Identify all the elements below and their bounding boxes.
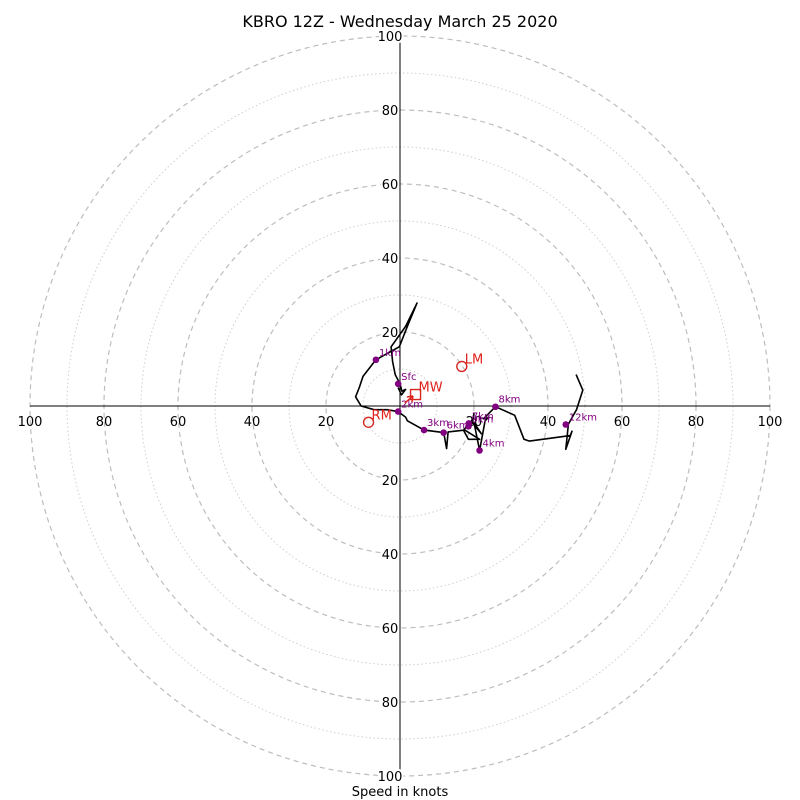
axes bbox=[30, 36, 770, 776]
y-tick-label: 100 bbox=[378, 30, 403, 45]
y-tick-label: 100 bbox=[378, 770, 403, 785]
x-tick-label: 80 bbox=[688, 415, 705, 430]
height-point-label: 9km bbox=[471, 414, 493, 425]
height-point-marker bbox=[492, 403, 499, 411]
height-point-label: 12km bbox=[569, 413, 597, 424]
height-point-marker bbox=[440, 429, 447, 436]
height-point-label: 7km bbox=[472, 411, 494, 422]
height-point-label: 8km bbox=[498, 395, 520, 406]
height-point-label: Sfc bbox=[401, 372, 416, 383]
hodograph-trace bbox=[354, 302, 584, 452]
height-point-marker bbox=[394, 380, 402, 388]
storm-motion-label: RM bbox=[372, 408, 392, 423]
height-point-marker bbox=[372, 356, 380, 364]
x-tick-label: 80 bbox=[96, 415, 113, 430]
storm-motion-marker bbox=[456, 360, 468, 373]
storm-motion-marker bbox=[362, 416, 375, 428]
y-tick-label: 60 bbox=[382, 622, 399, 637]
y-tick-label: 20 bbox=[382, 326, 399, 341]
height-point-marker bbox=[476, 447, 483, 454]
height-point-label: 2km bbox=[401, 400, 423, 411]
storm-motion-label: MW bbox=[419, 381, 443, 396]
height-point-marker bbox=[465, 423, 472, 430]
x-tick-label: 100 bbox=[758, 415, 783, 430]
height-point-label: 1km bbox=[379, 348, 401, 359]
storm-motion-marker bbox=[409, 388, 422, 401]
y-tick-label: 80 bbox=[382, 696, 399, 711]
chart-title: KBRO 12Z - Wednesday March 25 2020 bbox=[242, 12, 557, 31]
height-point-label: 3km bbox=[427, 418, 449, 429]
storm-motion-layer: LM RM MW bbox=[362, 352, 483, 428]
x-axis-label: Speed in knots bbox=[352, 785, 449, 800]
x-tick-label: 100 bbox=[18, 415, 43, 430]
height-point-marker bbox=[394, 408, 402, 415]
x-tick-label: 60 bbox=[614, 415, 631, 430]
tick-labels: 100 80 60 40 20 20 40 60 80 100100806040202040608… bbox=[18, 28, 783, 787]
y-tick-label: 60 bbox=[382, 178, 399, 193]
y-tick-label: 20 bbox=[382, 474, 399, 489]
y-tick-label: 80 bbox=[382, 104, 399, 119]
x-tick-label: 40 bbox=[244, 415, 261, 430]
y-tick-label: 40 bbox=[382, 252, 399, 267]
y-tick-label: 40 bbox=[382, 548, 399, 563]
storm-motion-arrow bbox=[404, 395, 414, 404]
x-tick-label: 40 bbox=[540, 415, 557, 430]
storm-motion-label: LM bbox=[465, 352, 483, 367]
height-point-label: 6km bbox=[447, 421, 469, 432]
height-point-marker bbox=[420, 426, 428, 434]
height-point-label: 4km bbox=[483, 438, 505, 449]
x-tick-label: 60 bbox=[170, 415, 187, 430]
height-point-marker bbox=[562, 421, 570, 428]
x-tick-label: 20 bbox=[318, 415, 335, 430]
hodograph-trace-layer bbox=[354, 302, 584, 452]
